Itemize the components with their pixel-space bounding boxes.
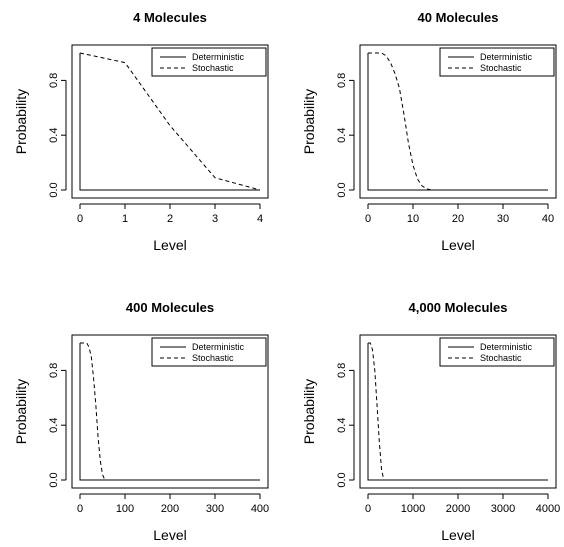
series-deterministic-line	[367, 53, 548, 191]
legend-box	[151, 337, 267, 367]
plot-frame	[359, 334, 557, 489]
chart-panel-2: 40 Molecules 0 10 20 30 40 Level 0.0 0.4 0.8 Proba…	[301, 10, 557, 253]
series-stochastic-line	[80, 342, 260, 481]
legend-box	[439, 337, 555, 367]
legend-label-deterministic: Deterministic	[480, 52, 533, 62]
chart-title: 4 Molecules	[133, 10, 207, 25]
x-tick-label: 3000	[491, 503, 515, 515]
series-stochastic-line	[368, 342, 548, 481]
chart-panel-1: 4 Molecules 0 1 2 3 4 Level 0.0 0.4 0.8 Probabilit…	[13, 10, 269, 253]
x-tick-label: 2000	[446, 503, 470, 515]
x-tick-label: 4000	[536, 503, 560, 515]
chart-title: 4,000 Molecules	[409, 300, 508, 315]
y-tick-label: 0.4	[48, 128, 60, 143]
legend-label-stochastic: Stochastic	[192, 63, 234, 73]
x-tick-label: 300	[206, 503, 224, 515]
x-axis-label: Level	[153, 527, 186, 543]
y-tick-label: 0.8	[336, 363, 348, 378]
x-axis-label: Level	[153, 237, 186, 253]
x-tick-label: 0	[365, 213, 371, 225]
x-tick-label: 2	[167, 213, 173, 225]
x-tick-label: 400	[251, 503, 269, 515]
x-tick-label: 0	[77, 213, 83, 225]
x-tick-label: 3	[212, 213, 218, 225]
y-axis-label: Probability	[301, 379, 317, 444]
y-tick-label: 0.4	[336, 128, 348, 143]
chart-title: 400 Molecules	[126, 300, 214, 315]
chart-panel-3: 400 Molecules 0 100 200 300 400 Level 0.0 0.4 0.8…	[13, 300, 269, 543]
series-deterministic-line	[367, 343, 548, 481]
x-tick-label: 4	[257, 213, 263, 225]
plot-frame	[71, 334, 269, 489]
legend-label-deterministic: Deterministic	[480, 342, 533, 352]
x-tick-label: 30	[497, 213, 509, 225]
y-tick-label: 0.0	[48, 182, 60, 197]
x-tick-label: 100	[116, 503, 134, 515]
legend-label-stochastic: Stochastic	[192, 353, 234, 363]
y-axis-label: Probability	[301, 89, 317, 154]
x-tick-label: 0	[365, 503, 371, 515]
plot-frame	[359, 44, 557, 199]
series-stochastic-line	[79, 52, 261, 191]
x-tick-label: 200	[161, 503, 179, 515]
y-axis-label: Probability	[13, 379, 29, 444]
legend-box	[151, 47, 267, 77]
legend-label-stochastic: Stochastic	[480, 63, 522, 73]
legend-label-deterministic: Deterministic	[192, 52, 245, 62]
x-axis-label: Level	[441, 527, 474, 543]
plot-frame	[71, 44, 269, 199]
legend-box	[439, 47, 555, 77]
y-tick-label: 0.8	[336, 73, 348, 88]
y-tick-label: 0.4	[48, 418, 60, 433]
y-tick-label: 0.0	[48, 472, 60, 487]
x-tick-label: 40	[542, 213, 554, 225]
y-tick-label: 0.0	[336, 182, 348, 197]
y-tick-label: 0.0	[336, 472, 348, 487]
legend-label-stochastic: Stochastic	[480, 353, 522, 363]
series-stochastic-line	[368, 52, 548, 191]
y-tick-label: 0.8	[48, 363, 60, 378]
x-axis-label: Level	[441, 237, 474, 253]
series-deterministic-line	[79, 53, 260, 191]
y-tick-label: 0.8	[48, 73, 60, 88]
x-tick-label: 10	[407, 213, 419, 225]
x-tick-label: 1000	[401, 503, 425, 515]
chart-panel-4: 4,000 Molecules 0 1000 2000 3000 4000 Level 0.0…	[301, 300, 560, 543]
x-tick-label: 1	[122, 213, 128, 225]
y-tick-label: 0.4	[336, 418, 348, 433]
chart-title: 40 Molecules	[418, 10, 499, 25]
legend-label-deterministic: Deterministic	[192, 342, 245, 352]
x-tick-label: 0	[77, 503, 83, 515]
x-tick-label: 20	[452, 213, 464, 225]
y-axis-label: Probability	[13, 89, 29, 154]
